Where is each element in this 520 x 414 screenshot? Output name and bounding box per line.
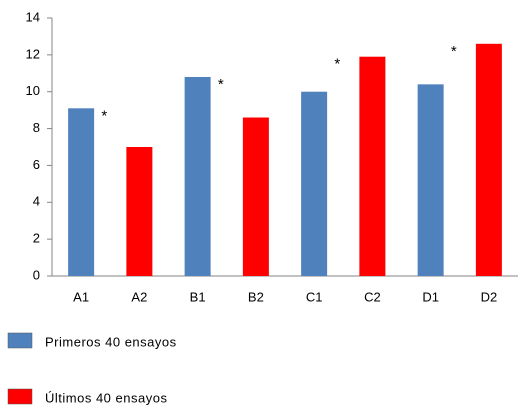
y-tick-label: 4 [33,194,40,209]
bar [242,117,269,276]
x-tick-label: A2 [131,289,147,304]
y-tick-label: 6 [33,157,40,172]
x-tick-label: B1 [190,289,206,304]
bar [359,56,386,277]
x-tick-label: C1 [306,289,323,304]
annotation: * [334,56,340,73]
bar [301,91,328,276]
legend-swatch [7,388,33,405]
legend-label: Primeros 40 ensayos [45,334,177,349]
legend-label: Últimos 40 ensayos [45,390,167,405]
y-tick-label: 8 [33,120,40,135]
annotation: * [451,43,457,60]
x-tick-label: A1 [73,289,89,304]
bar [417,84,444,276]
y-tick-label: 12 [26,46,40,61]
bar [126,147,153,276]
y-tick-label: 14 [26,9,40,24]
x-tick-label: D1 [422,289,439,304]
x-tick-label: B2 [248,289,264,304]
legend-swatch [7,332,33,349]
y-tick-label: 10 [26,83,40,98]
x-tick-label: D2 [481,289,498,304]
bar [68,108,95,276]
y-tick-label: 2 [33,231,40,246]
bar [475,43,502,276]
annotation: * [101,107,107,124]
y-tick-label: 0 [33,267,40,282]
bar [184,76,211,276]
x-tick-label: C2 [364,289,381,304]
annotation: * [218,76,224,93]
